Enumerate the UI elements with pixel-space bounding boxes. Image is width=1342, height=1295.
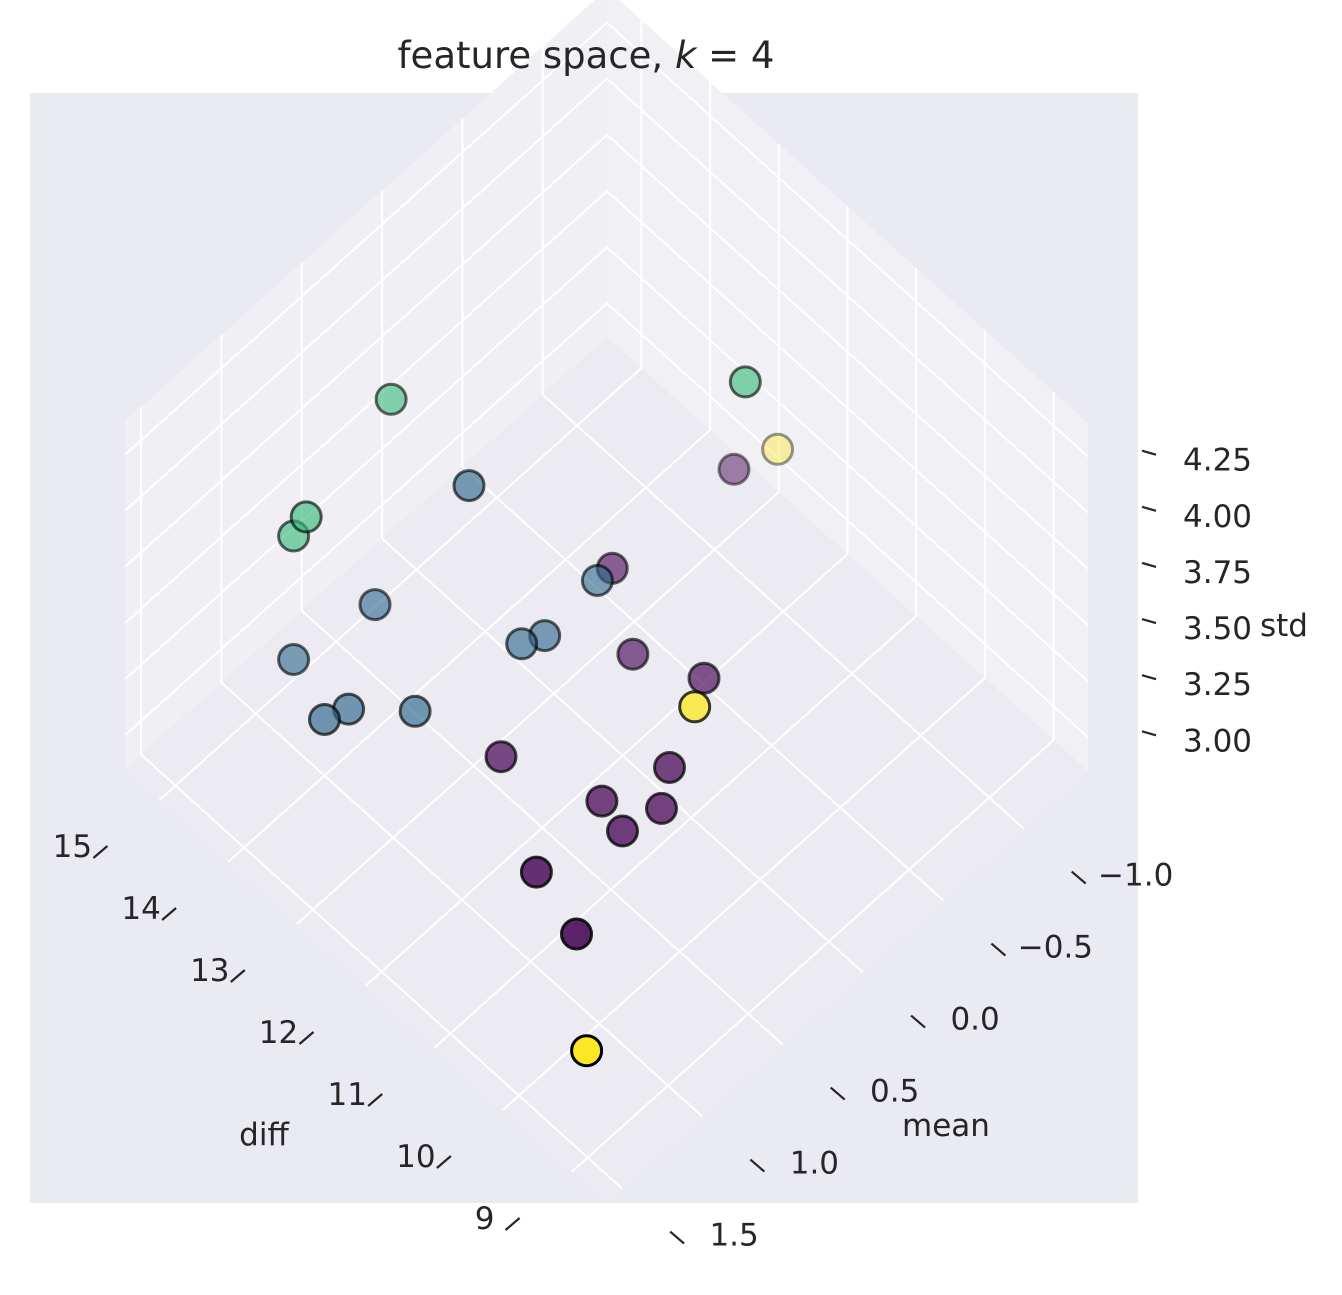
x-tick-label: −1.0 [1098, 858, 1173, 894]
data-point-cluster-3 [680, 692, 710, 722]
data-point-cluster-1 [507, 629, 537, 659]
data-point-cluster-0 [587, 786, 617, 816]
z-tick-label: 3.75 [1183, 555, 1252, 591]
y-tick-label: 9 [475, 1201, 495, 1237]
y-tick-label: 13 [190, 953, 229, 989]
y-tick-label: 11 [327, 1077, 366, 1113]
data-point-cluster-2 [291, 502, 321, 532]
x-tick-label: 1.0 [790, 1146, 839, 1182]
data-point-cluster-0 [608, 816, 638, 846]
y-tick-label: 14 [121, 891, 160, 927]
data-point-cluster-1 [279, 645, 309, 675]
data-point-cluster-2 [376, 384, 406, 414]
data-point-cluster-0 [618, 639, 648, 669]
data-point-cluster-0 [486, 742, 516, 772]
z-tick-label: 3.50 [1183, 611, 1252, 647]
z-axis-label: std [1260, 608, 1308, 644]
x-tick-label: 0.0 [950, 1002, 999, 1038]
y-axis-label: diff [239, 1117, 289, 1153]
x-tick-label: 0.5 [870, 1074, 919, 1110]
data-point-cluster-0 [719, 454, 749, 484]
y-tick-label: 12 [259, 1015, 298, 1051]
x-axis-label: mean [902, 1108, 990, 1144]
x-tick-label: 1.5 [709, 1218, 758, 1254]
data-point-cluster-1 [310, 705, 340, 735]
data-point-cluster-0 [521, 857, 551, 887]
data-point-cluster-0 [647, 793, 677, 823]
chart-title: feature space, k = 4 [398, 34, 775, 77]
z-tick-label: 4.25 [1183, 443, 1252, 479]
x-tick-label: −0.5 [1018, 930, 1093, 966]
data-point-cluster-3 [572, 1036, 602, 1066]
data-point-cluster-1 [360, 590, 390, 620]
data-point-cluster-0 [689, 663, 719, 693]
y-tick-label: 15 [53, 829, 92, 865]
z-tick-label: 3.00 [1183, 723, 1252, 759]
data-point-cluster-1 [454, 471, 484, 501]
z-tick-label: 3.25 [1183, 667, 1252, 703]
data-point-cluster-0 [655, 753, 685, 783]
data-point-cluster-3 [763, 434, 793, 464]
data-point-cluster-2 [730, 367, 760, 397]
y-tick-label: 10 [396, 1139, 435, 1175]
data-point-cluster-1 [582, 566, 612, 596]
data-point-cluster-1 [400, 696, 430, 726]
data-point-cluster-0 [562, 919, 592, 949]
z-tick-label: 4.00 [1183, 499, 1252, 535]
